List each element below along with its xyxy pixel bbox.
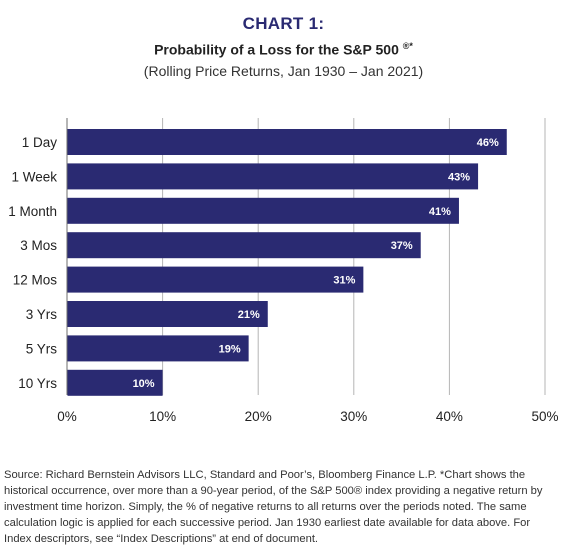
- x-tick-label: 0%: [57, 409, 77, 424]
- bar-value-label: 37%: [391, 240, 413, 252]
- x-tick-label: 30%: [340, 409, 367, 424]
- category-label: 1 Week: [11, 169, 57, 184]
- bars: 46% 43% 41% 37% 31% 21% 19% 10%: [67, 129, 507, 396]
- category-label: 3 Mos: [20, 238, 57, 253]
- category-labels: 1 Day 1 Week 1 Month 3 Mos 12 Mos 3 Yrs 5 Yrs 1…: [8, 135, 57, 391]
- category-label: 5 Yrs: [26, 341, 58, 356]
- bar: [67, 129, 507, 155]
- bar: [67, 163, 479, 190]
- bar: [67, 335, 249, 362]
- x-tick-label: 10%: [149, 409, 176, 424]
- x-tick-label: 50%: [531, 409, 558, 424]
- bar: [67, 232, 421, 259]
- bar: [67, 197, 459, 224]
- chart-title-marks: ®*: [402, 41, 413, 51]
- bar-value-label: 43%: [448, 171, 470, 183]
- bar-value-label: 46%: [477, 137, 499, 149]
- bar-value-label: 19%: [219, 343, 241, 355]
- bar: [67, 301, 268, 327]
- bar-value-label: 21%: [238, 309, 260, 321]
- source-note: Source: Richard Bernstein Advisors LLC, …: [4, 469, 543, 545]
- category-label: 10 Yrs: [18, 376, 57, 391]
- bar: [67, 266, 364, 293]
- bar-value-label: 41%: [429, 206, 451, 218]
- chart-kicker: CHART 1:: [242, 14, 325, 33]
- x-tick-labels: 0% 10% 20% 30% 40% 50%: [57, 409, 558, 424]
- chart-subtitle: (Rolling Price Returns, Jan 1930 – Jan 2…: [143, 63, 424, 79]
- category-label: 3 Yrs: [26, 307, 58, 322]
- bar: [67, 369, 163, 396]
- category-label: 12 Mos: [13, 273, 58, 288]
- chart-title-text: Probability of a Loss for the S&P 500: [154, 41, 399, 58]
- bar-value-label: 10%: [133, 378, 155, 390]
- x-tick-label: 20%: [245, 409, 272, 424]
- x-tick-label: 40%: [436, 409, 463, 424]
- bar-value-label: 31%: [333, 275, 355, 287]
- bar-chart: 46% 43% 41% 37% 31% 21% 19% 10% 1 Day 1 Week 1 Mo…: [8, 118, 559, 424]
- category-label: 1 Day: [22, 135, 58, 150]
- chart-title: Probability of a Loss for the S&P 500 ®*: [0, 41, 567, 58]
- category-label: 1 Month: [8, 204, 57, 219]
